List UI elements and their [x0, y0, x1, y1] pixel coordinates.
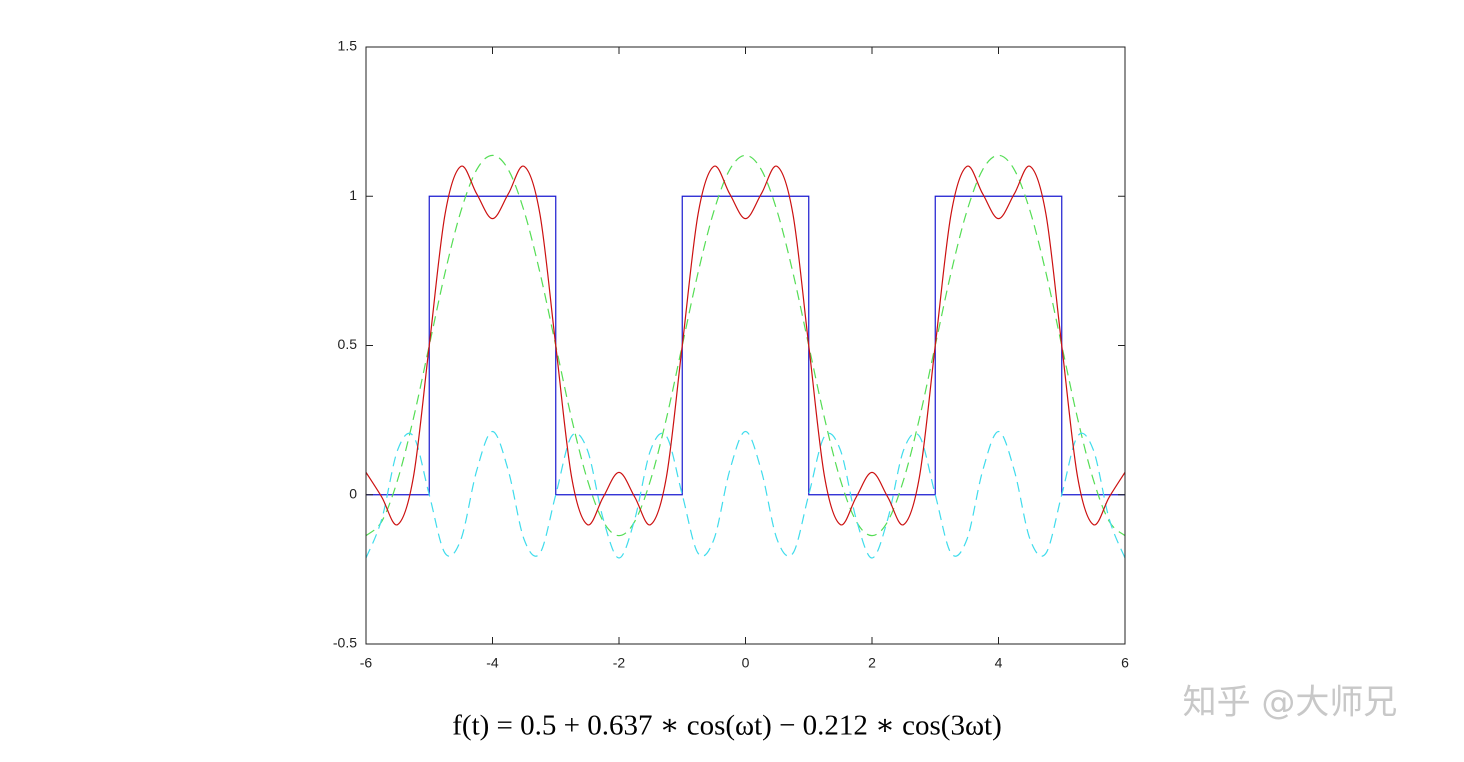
- y-tick-label: -0.5: [333, 635, 357, 651]
- series-line: [366, 430, 1125, 559]
- series-line: [366, 195, 1125, 496]
- y-tick-label: 1.5: [338, 38, 358, 54]
- x-tick-label: -6: [360, 655, 373, 671]
- series-line: [366, 154, 1125, 537]
- y-tick-label: 0.5: [338, 336, 358, 352]
- axes-frame: [365, 46, 1126, 645]
- formula-caption: f(t) = 0.5 + 0.637 ∗ cos(ωt) − 0.212 ∗ c…: [452, 710, 1002, 742]
- plot-area: [366, 154, 1125, 559]
- watermark: 知乎 @大师兄: [1183, 683, 1398, 723]
- series-line: [366, 165, 1125, 526]
- x-tick-label: 2: [868, 655, 876, 671]
- x-tick-label: 0: [742, 655, 750, 671]
- y-tick-label: 0: [349, 485, 357, 501]
- x-tick-label: -2: [613, 655, 626, 671]
- x-tick-label: -4: [486, 655, 499, 671]
- x-tick-label: 6: [1121, 655, 1129, 671]
- x-tick-label: 4: [995, 655, 1003, 671]
- y-tick-label: 1: [349, 187, 357, 203]
